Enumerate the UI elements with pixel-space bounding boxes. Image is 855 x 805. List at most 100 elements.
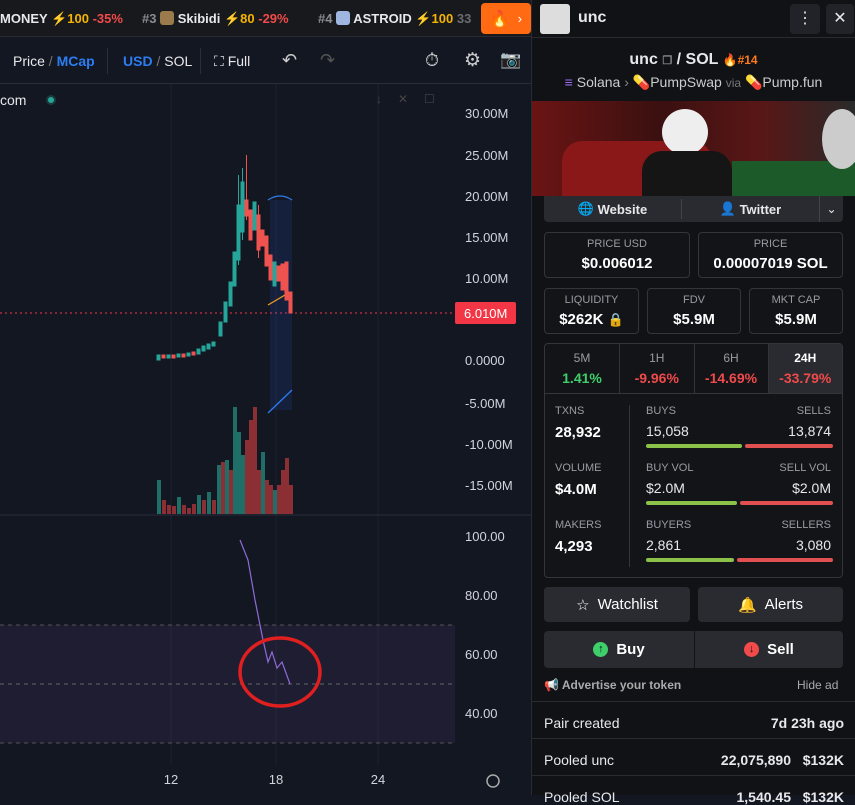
base: unc xyxy=(629,51,658,68)
separator: / xyxy=(156,53,161,69)
alerts-button[interactable]: 🔔 Alerts xyxy=(698,587,843,622)
website-link[interactable]: 🌐 Website xyxy=(577,201,648,217)
pane-controls[interactable]: ↓✕☐ xyxy=(376,92,451,106)
chain[interactable]: Solana xyxy=(576,74,621,90)
period-tab[interactable]: 1H -9.96% xyxy=(619,344,693,393)
ticker-rank: #4 xyxy=(318,11,333,26)
token-icon xyxy=(160,11,175,25)
quote: SOL xyxy=(685,51,719,68)
label: Twitter xyxy=(739,201,782,217)
time-axis-label: 18 xyxy=(269,772,283,787)
candles-down xyxy=(161,155,293,359)
mktcap-box: MKT CAP $5.9M xyxy=(749,288,843,334)
stat-left: 15,058 xyxy=(646,423,689,439)
label: Website xyxy=(597,201,648,217)
period-tab[interactable]: 6H -14.69% xyxy=(693,344,768,393)
candles-up xyxy=(156,168,277,361)
price-axis-label: 20.00M xyxy=(465,189,508,204)
amount: $262K xyxy=(559,311,604,328)
period-change: -33.79% xyxy=(779,370,832,386)
advertise-link[interactable]: 📢 Advertise your token xyxy=(544,678,682,692)
screenshot-button[interactable]: 📷 xyxy=(500,50,522,69)
twitter-link[interactable]: 👤 Twitter xyxy=(719,201,782,217)
volume-down xyxy=(162,407,293,514)
watchlist-button[interactable]: ☆ Watchlist xyxy=(544,587,690,622)
price-mcap-toggle[interactable]: Price / MCap xyxy=(13,53,95,69)
buy-button[interactable]: ↑ Buy xyxy=(544,631,694,668)
price-axis-label: -10.00M xyxy=(465,437,513,452)
dex[interactable]: PumpSwap xyxy=(650,74,722,90)
period-label: 24H xyxy=(794,351,817,365)
ticker-item[interactable]: MONEY ⚡100 -35% xyxy=(0,11,123,27)
period-label: 1H xyxy=(649,351,665,365)
stat-value: 28,932 xyxy=(555,424,601,441)
period-label: 6H xyxy=(723,351,739,365)
ma-line xyxy=(267,294,286,306)
label: Full xyxy=(227,53,251,69)
close-button[interactable]: ✕ xyxy=(826,4,854,34)
panel-divider xyxy=(531,0,532,795)
trending-button[interactable]: 🔥 › xyxy=(481,3,531,34)
redo-button[interactable]: ↷ xyxy=(320,50,336,70)
indicator-button[interactable]: ⏱ xyxy=(425,50,440,70)
period-tab[interactable]: 24H -33.79% xyxy=(767,344,842,393)
stat-right-label: SELLS xyxy=(796,405,831,417)
period-tab[interactable]: 5M 1.41% xyxy=(545,344,619,393)
link-bar xyxy=(544,196,843,222)
info-value: 1,540.45 xyxy=(736,789,792,805)
ticker-item[interactable]: #3 Skibidi ⚡80 -29% xyxy=(142,11,289,27)
sell-bar xyxy=(737,558,833,562)
token-avatar xyxy=(540,4,570,34)
price-axis-label: 15.00M xyxy=(465,230,508,245)
hide-ad[interactable]: Hide ad xyxy=(797,678,839,692)
via: via xyxy=(725,76,742,90)
value: 0.00007019 SOL xyxy=(713,255,828,272)
liquidity-box: LIQUIDITY $262K 🔒 xyxy=(544,288,639,334)
axis-labels: 30.00M 25.00M 20.00M 15.00M 10.00M 0.0000 -5.0… xyxy=(164,106,513,787)
label: Buy xyxy=(616,641,645,658)
current-price-badge xyxy=(455,302,516,324)
ticker-rank: #3 xyxy=(142,11,157,26)
ticker-change: -29% xyxy=(258,11,289,26)
axis-settings[interactable] xyxy=(486,774,500,788)
settings-button[interactable]: ⚙ xyxy=(464,50,482,71)
sell-button[interactable]: ↓ Sell xyxy=(695,631,843,668)
ticker-boost: ⚡100 xyxy=(415,11,454,26)
range-shade xyxy=(270,200,292,410)
fullscreen-button[interactable]: ⛶ Full xyxy=(214,53,251,69)
launchpad[interactable]: Pump.fun xyxy=(762,74,823,90)
stat-right-label: SELLERS xyxy=(781,519,831,531)
stat-right: $2.0M xyxy=(792,480,831,496)
chart-source: com xyxy=(0,92,27,108)
stat-left: 2,861 xyxy=(646,537,682,553)
info-usd: $132K xyxy=(802,752,844,768)
header-border xyxy=(532,37,855,38)
divider xyxy=(545,393,842,394)
menu-button[interactable]: ⋮ xyxy=(790,4,820,34)
time-axis-label: 24 xyxy=(371,772,385,787)
stat-right: 3,080 xyxy=(795,537,831,553)
price-axis-label: -5.00M xyxy=(465,396,505,411)
currency-toggle[interactable]: USD / SOL xyxy=(123,53,192,69)
stat-label: TXNS xyxy=(555,405,585,417)
info-border xyxy=(532,701,855,702)
ticker-name: Skibidi xyxy=(177,11,221,26)
ticker-item[interactable]: #4 ASTROID ⚡100 33 xyxy=(318,11,481,27)
sell-bar xyxy=(745,444,833,448)
label: Alerts xyxy=(764,596,804,613)
stat-label: MAKERS xyxy=(555,519,602,531)
grid xyxy=(170,84,379,765)
label: Advertise your token xyxy=(561,678,682,692)
info-border xyxy=(532,738,855,739)
stat-right: 13,874 xyxy=(788,423,831,439)
ticker-change: -35% xyxy=(92,11,123,26)
undo-button[interactable]: ↶ xyxy=(282,50,298,70)
value: $5.9M xyxy=(775,311,817,328)
more-links[interactable]: ⌄ xyxy=(819,196,843,222)
rsi-axis-label: 100.00 xyxy=(465,529,505,544)
current-price-label: 6.010M xyxy=(464,306,507,321)
separator: / xyxy=(676,51,682,68)
price-axis-label: 30.00M xyxy=(465,106,508,121)
divider xyxy=(200,48,201,74)
buy-bar xyxy=(646,558,734,562)
